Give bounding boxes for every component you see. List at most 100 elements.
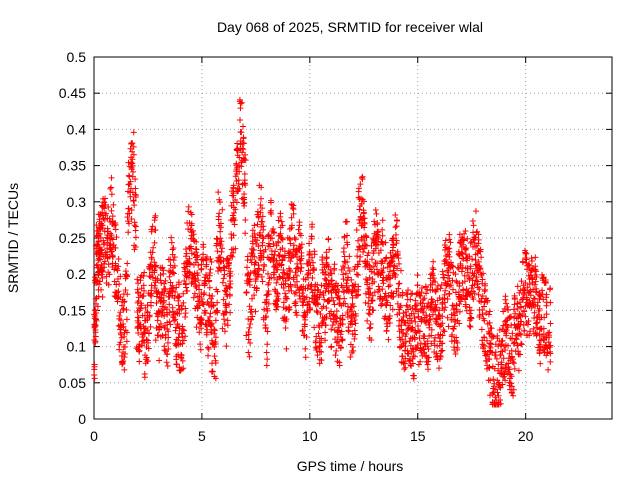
data-point [118,353,125,360]
data-point [93,317,100,324]
data-point [498,341,505,348]
data-point [363,276,370,283]
data-point [428,326,435,333]
data-point [241,194,248,201]
data-point [497,342,504,349]
data-point [217,228,224,235]
data-point [402,364,409,371]
data-point [521,327,528,334]
data-point [264,328,271,335]
data-point [341,258,348,265]
data-point [135,343,142,350]
data-point [216,196,223,203]
data-point [360,198,367,205]
data-point [514,342,521,349]
data-point [461,245,468,252]
y-tick-label: 0 [78,411,86,427]
data-point [284,295,291,302]
data-point [485,356,492,363]
data-point [230,214,237,221]
data-point [505,360,512,367]
data-point [209,292,216,299]
data-point [511,296,518,303]
data-point [173,342,180,349]
data-point [260,248,267,255]
data-point [433,316,440,323]
data-point [134,276,141,283]
data-point [294,254,301,261]
data-point [288,254,295,261]
data-point [307,306,314,313]
data-point [427,315,434,322]
data-point [442,256,449,263]
data-point [417,358,424,365]
data-point [510,306,517,313]
data-point [430,275,437,282]
data-point [205,352,212,359]
data-point [500,322,507,329]
data-point [145,330,152,337]
data-point [180,327,187,334]
data-point [122,287,129,294]
y-tick-label: 0.1 [67,339,87,355]
data-point [225,265,232,272]
data-point [368,337,375,344]
data-point [437,285,444,292]
data-point [205,278,212,285]
data-point [346,253,353,260]
data-point [259,205,266,212]
data-point [400,330,407,337]
data-point [220,264,227,271]
data-point [190,227,197,234]
data-point [340,248,347,255]
data-point [301,321,308,328]
data-point [424,338,431,345]
data-point [323,304,330,311]
data-point [413,302,420,309]
data-point [491,365,498,372]
data-point [366,285,373,292]
data-point [344,232,351,239]
data-point [360,215,367,222]
data-point [380,280,387,287]
data-point [405,358,412,365]
data-point [430,258,437,265]
data-points [91,97,554,408]
data-point [273,257,280,264]
data-point [339,316,346,323]
data-point [338,328,345,335]
data-point [256,255,263,262]
data-point [93,277,100,284]
data-point [249,227,256,234]
data-point [425,346,432,353]
data-point [497,384,504,391]
data-point [260,223,267,230]
data-point [458,268,465,275]
data-point [344,303,351,310]
data-point [517,331,524,338]
data-point [246,324,253,331]
data-point [542,278,549,285]
data-point [295,226,302,233]
data-point [518,318,525,325]
data-point [100,241,107,248]
data-point [327,270,334,277]
y-tick-label: 0.3 [67,194,87,210]
data-point [246,276,253,283]
data-point [325,288,332,295]
data-point [163,359,170,366]
data-point [540,325,547,332]
data-point [330,297,337,304]
data-point [282,305,289,312]
data-point [236,154,243,161]
data-point [144,358,151,365]
data-point [91,337,98,344]
data-point [480,342,487,349]
data-point [151,214,158,221]
data-point [305,267,312,274]
data-point [103,273,110,280]
data-point [290,242,297,249]
data-point [245,336,252,343]
data-point [170,270,177,277]
data-point [190,294,197,301]
